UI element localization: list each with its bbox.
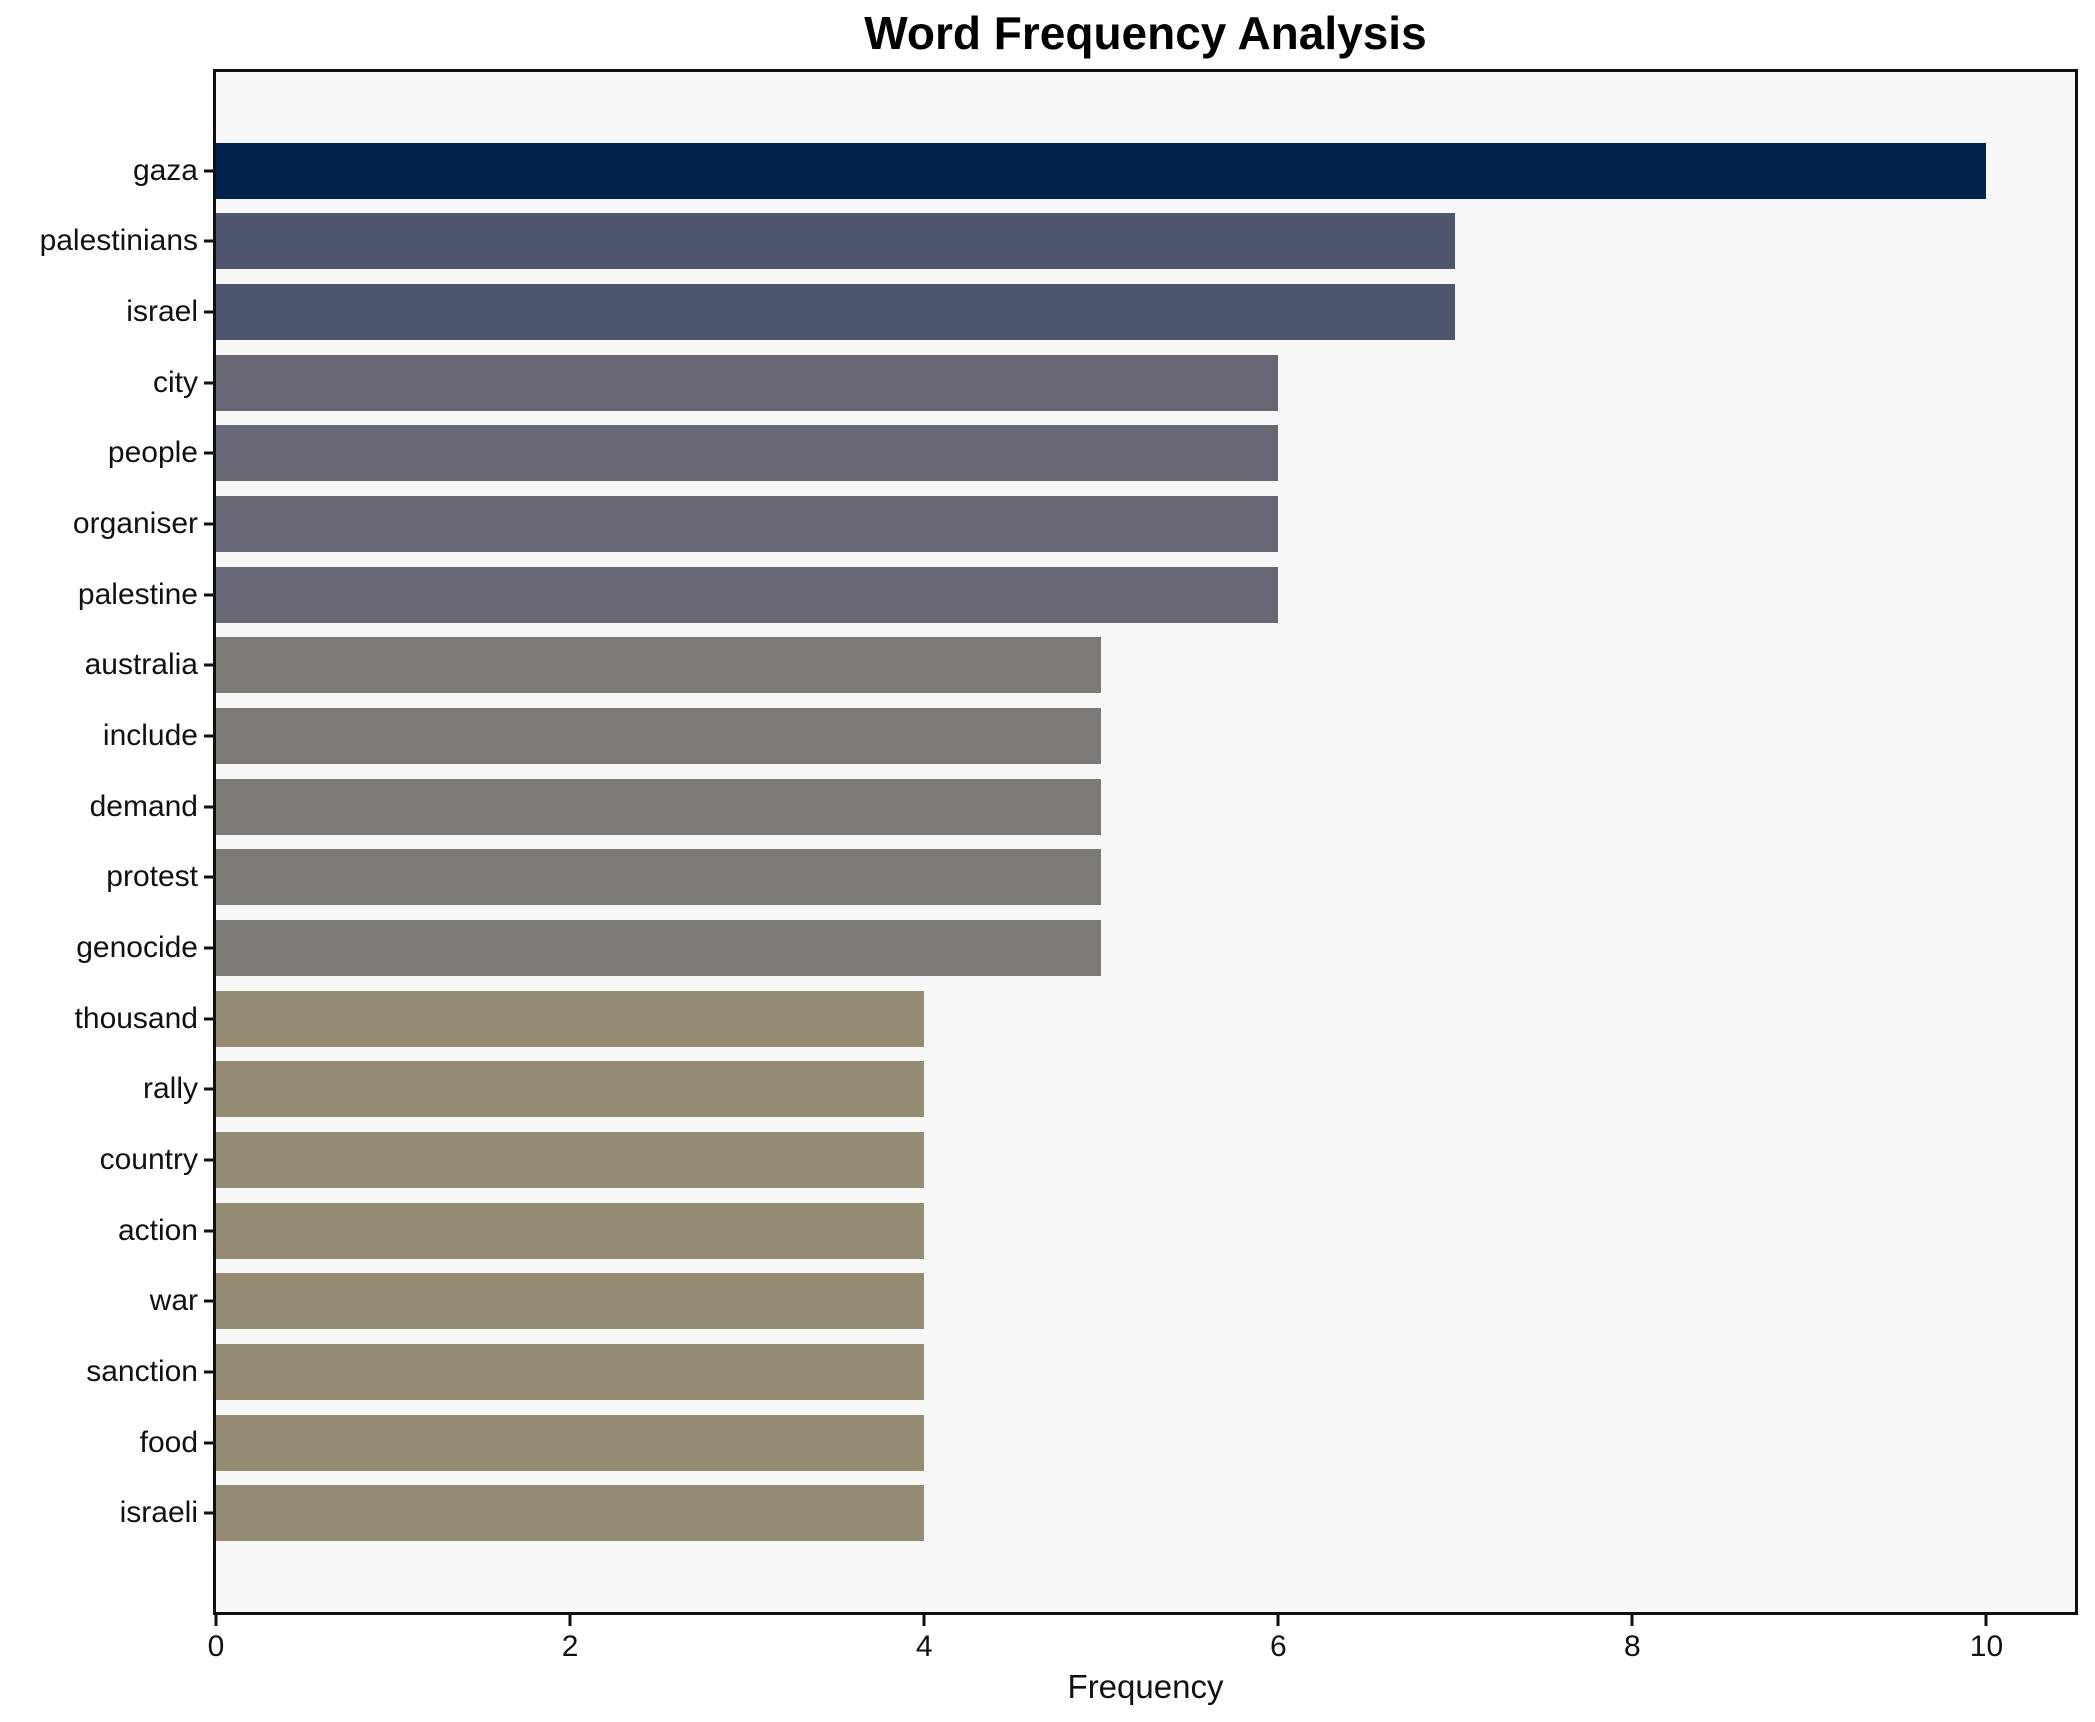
chart-title: Word Frequency Analysis — [864, 7, 1427, 59]
y-tick-mark — [204, 734, 214, 738]
bar-action — [216, 1202, 925, 1259]
bar-rally — [216, 1061, 925, 1118]
y-tick-label-australia: australia — [84, 648, 198, 682]
y-tick-mark — [204, 1370, 214, 1374]
bar-people — [216, 425, 1279, 482]
y-tick-label-israel: israel — [126, 294, 198, 328]
y-tick-mark — [204, 1441, 214, 1445]
y-tick-label-thousand: thousand — [74, 1001, 198, 1035]
y-tick-mark — [204, 1087, 214, 1091]
y-tick-label-people: people — [107, 436, 198, 470]
y-tick-label-protest: protest — [106, 860, 198, 894]
bar-thousand — [216, 990, 925, 1047]
bar-gaza — [216, 142, 1987, 199]
y-tick-mark — [204, 593, 214, 597]
x-tick-mark — [1276, 1615, 1280, 1626]
bar-protest — [216, 849, 1102, 906]
y-tick-label-rally: rally — [142, 1072, 198, 1106]
y-tick-mark — [204, 522, 214, 526]
y-tick-mark — [204, 169, 214, 172]
x-tick-mark — [1984, 1615, 1988, 1626]
y-tick-mark — [204, 381, 214, 385]
x-tick-mark — [568, 1615, 572, 1626]
y-tick-label-organiser: organiser — [72, 506, 198, 540]
x-tick-label-8: 8 — [1624, 1630, 1641, 1663]
y-tick-mark — [204, 875, 214, 879]
x-tick-label-4: 4 — [915, 1630, 933, 1663]
y-tick-label-palestinians: palestinians — [39, 224, 198, 258]
y-tick-label-gaza: gaza — [132, 153, 198, 187]
y-tick-mark — [204, 946, 214, 950]
y-tick-label-palestine: palestine — [77, 577, 198, 611]
bar-war — [216, 1273, 925, 1330]
bar-israel — [216, 283, 1456, 340]
y-tick-mark — [204, 1017, 214, 1021]
y-tick-label-include: include — [102, 718, 198, 752]
bar-australia — [216, 637, 1102, 694]
y-tick-label-sanction: sanction — [86, 1355, 198, 1389]
bar-include — [216, 707, 1102, 764]
y-tick-mark — [204, 451, 214, 455]
y-tick-label-action: action — [117, 1213, 198, 1247]
bar-sanction — [216, 1344, 925, 1401]
x-tick-mark — [214, 1615, 218, 1626]
bar-demand — [216, 778, 1102, 835]
x-axis-label: Frequency — [1067, 1668, 1224, 1705]
y-tick-mark — [204, 310, 214, 314]
y-tick-mark — [204, 663, 214, 667]
y-tick-mark — [204, 1229, 214, 1233]
x-tick-mark — [1630, 1615, 1634, 1626]
x-tick-label-2: 2 — [561, 1630, 579, 1663]
y-tick-mark — [204, 1299, 214, 1303]
x-tick-mark — [922, 1615, 926, 1626]
y-tick-label-country: country — [99, 1143, 198, 1177]
y-tick-label-israeli: israeli — [119, 1496, 198, 1530]
x-tick-label-6: 6 — [1269, 1630, 1287, 1663]
bar-country — [216, 1132, 925, 1189]
y-tick-mark — [204, 239, 214, 243]
bar-israeli — [216, 1485, 925, 1542]
bar-palestine — [216, 566, 1279, 623]
bar-city — [216, 354, 1279, 411]
bar-palestinians — [216, 213, 1456, 270]
y-tick-label-war: war — [149, 1284, 198, 1318]
y-tick-label-genocide: genocide — [76, 930, 198, 964]
y-tick-mark — [204, 805, 214, 809]
y-tick-mark — [204, 1511, 214, 1515]
bar-genocide — [216, 919, 1102, 976]
y-tick-mark — [204, 1158, 214, 1162]
bar-organiser — [216, 495, 1279, 552]
bar-food — [216, 1414, 925, 1471]
x-tick-label-0: 0 — [207, 1630, 225, 1663]
y-tick-label-food: food — [139, 1425, 198, 1459]
y-tick-label-city: city — [153, 365, 198, 399]
x-tick-label-10: 10 — [1969, 1630, 2004, 1663]
y-tick-label-demand: demand — [89, 789, 198, 823]
plot-area — [213, 69, 2078, 1615]
